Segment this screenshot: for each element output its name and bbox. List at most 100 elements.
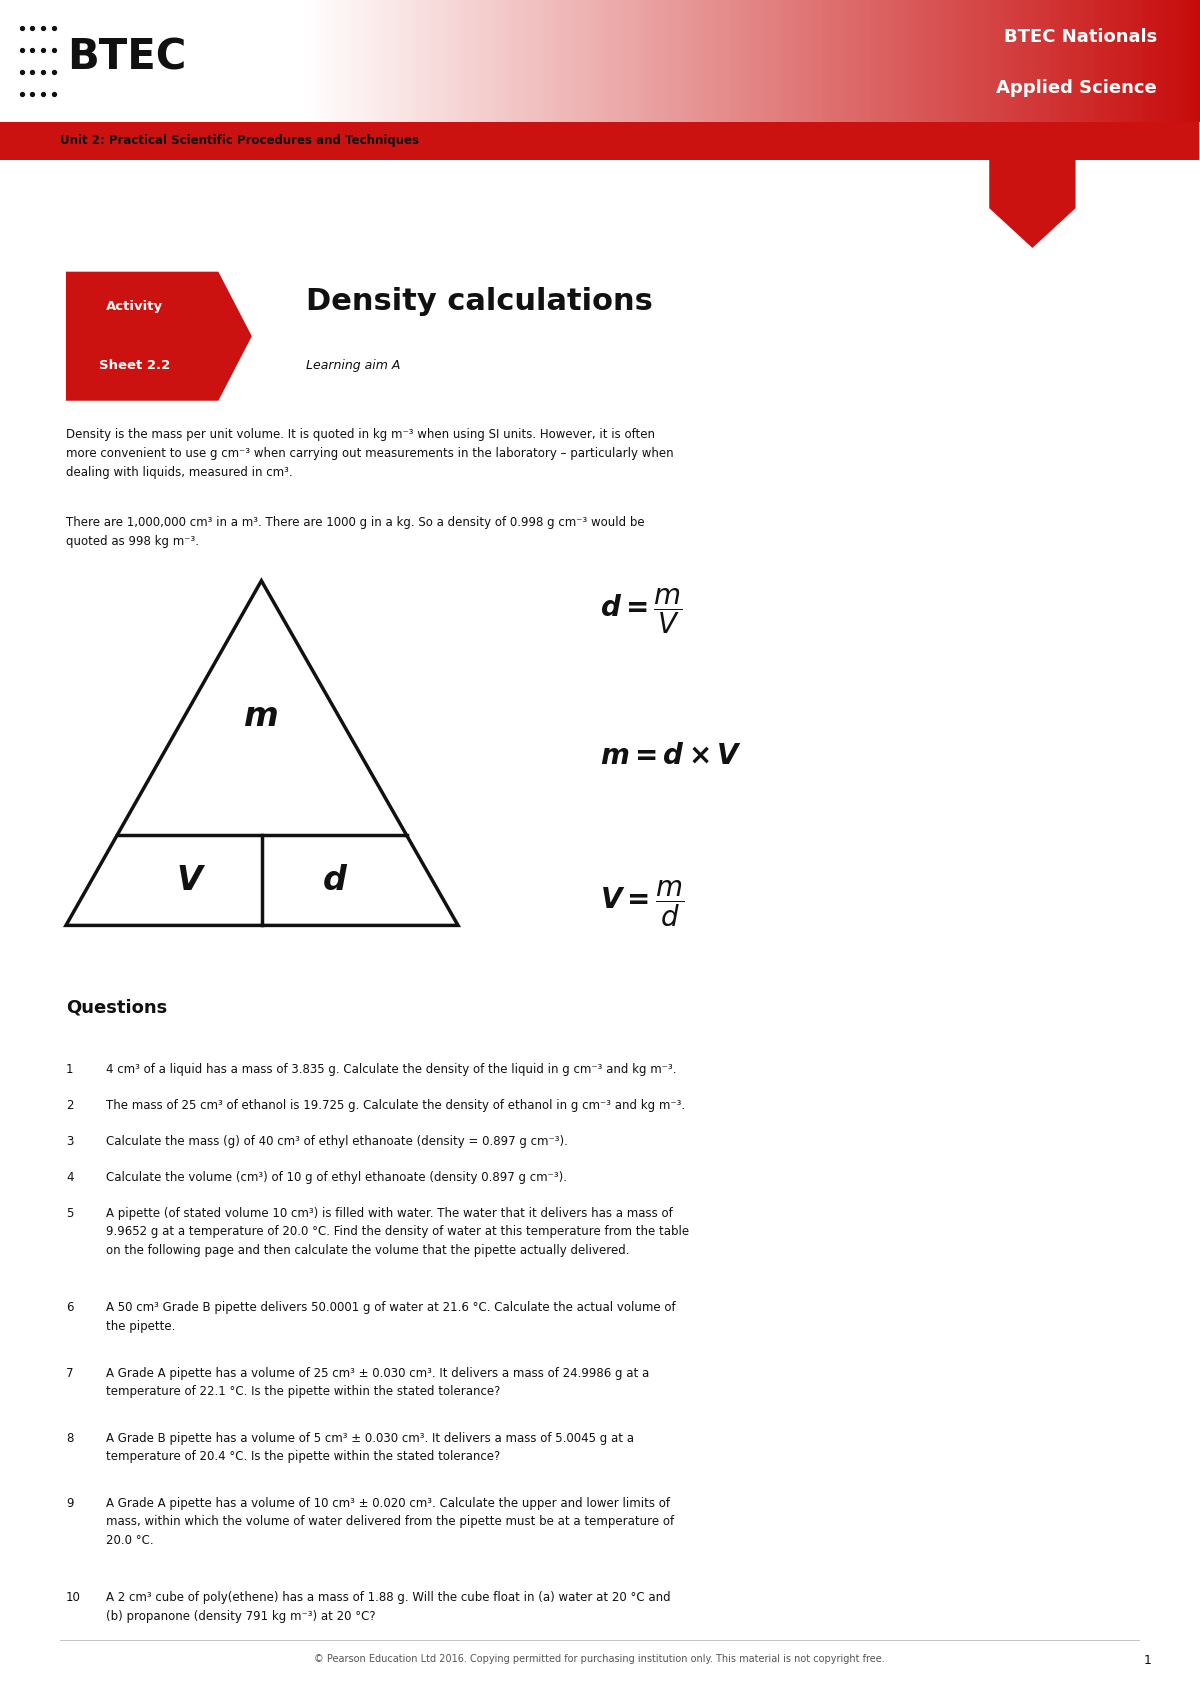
Bar: [124, 0, 130, 122]
Bar: [492, 0, 497, 122]
Bar: [360, 0, 365, 122]
Bar: [484, 0, 488, 122]
Text: Sheet 2.2: Sheet 2.2: [100, 360, 170, 372]
Bar: [12, 0, 17, 122]
Text: $\boldsymbol{m = d \times V}$: $\boldsymbol{m = d \times V}$: [600, 742, 742, 769]
Bar: [40, 0, 46, 122]
Bar: [1147, 0, 1152, 122]
Bar: [412, 0, 416, 122]
Bar: [168, 0, 173, 122]
Bar: [200, 0, 205, 122]
Bar: [971, 0, 977, 122]
Bar: [600, 0, 605, 122]
Bar: [224, 0, 229, 122]
Bar: [424, 0, 428, 122]
Bar: [259, 0, 265, 122]
Bar: [976, 0, 980, 122]
Bar: [480, 0, 485, 122]
Bar: [80, 0, 85, 122]
Bar: [1019, 0, 1025, 122]
Bar: [535, 0, 541, 122]
Text: 8: 8: [66, 1431, 73, 1445]
Bar: [460, 0, 464, 122]
Bar: [523, 0, 529, 122]
Bar: [132, 0, 137, 122]
Bar: [208, 0, 214, 122]
Bar: [1135, 0, 1140, 122]
Text: Density is the mass per unit volume. It is quoted in kg m⁻³ when using SI units.: Density is the mass per unit volume. It …: [66, 428, 673, 479]
Text: Unit 2: Practical Scientific Procedures and Techniques: Unit 2: Practical Scientific Procedures …: [60, 134, 419, 148]
Bar: [636, 0, 641, 122]
Bar: [72, 0, 77, 122]
Bar: [583, 0, 589, 122]
Bar: [943, 0, 948, 122]
Bar: [672, 0, 677, 122]
Text: © Pearson Education Ltd 2016. Copying permitted for purchasing institution only.: © Pearson Education Ltd 2016. Copying pe…: [314, 1654, 884, 1664]
Bar: [1171, 0, 1176, 122]
Bar: [967, 0, 972, 122]
Bar: [619, 0, 625, 122]
Bar: [595, 0, 601, 122]
Bar: [679, 0, 685, 122]
Bar: [439, 0, 445, 122]
Bar: [895, 0, 900, 122]
Bar: [643, 0, 649, 122]
Bar: [312, 0, 317, 122]
Bar: [388, 0, 392, 122]
Bar: [16, 0, 22, 122]
Bar: [451, 0, 457, 122]
Bar: [1103, 0, 1109, 122]
Bar: [268, 0, 272, 122]
Bar: [748, 0, 752, 122]
Bar: [331, 0, 337, 122]
Bar: [1087, 0, 1092, 122]
Bar: [496, 0, 500, 122]
Bar: [292, 0, 296, 122]
Bar: [100, 0, 106, 122]
Text: There are 1,000,000 cm³ in a m³. There are 1000 g in a kg. So a density of 0.998: There are 1,000,000 cm³ in a m³. There a…: [66, 516, 644, 548]
Bar: [355, 0, 361, 122]
Bar: [631, 0, 637, 122]
Bar: [367, 0, 373, 122]
Bar: [4, 0, 10, 122]
Bar: [1079, 0, 1085, 122]
Bar: [1007, 0, 1013, 122]
Bar: [988, 0, 992, 122]
Bar: [1067, 0, 1073, 122]
Bar: [952, 0, 956, 122]
Bar: [68, 0, 73, 122]
Bar: [136, 0, 142, 122]
Bar: [851, 0, 857, 122]
Text: m: m: [244, 700, 278, 734]
Bar: [827, 0, 833, 122]
Bar: [420, 0, 425, 122]
Text: 4 cm³ of a liquid has a mass of 3.835 g. Calculate the density of the liquid in : 4 cm³ of a liquid has a mass of 3.835 g.…: [106, 1063, 676, 1077]
Bar: [20, 0, 25, 122]
Bar: [264, 0, 269, 122]
Bar: [899, 0, 905, 122]
Bar: [324, 0, 329, 122]
Bar: [916, 0, 920, 122]
Bar: [148, 0, 154, 122]
Bar: [216, 0, 221, 122]
Bar: [1187, 0, 1193, 122]
Bar: [1027, 0, 1032, 122]
Bar: [1156, 0, 1160, 122]
Bar: [56, 0, 61, 122]
Bar: [559, 0, 565, 122]
Text: d: d: [323, 864, 347, 897]
Bar: [1072, 0, 1076, 122]
Bar: [1192, 0, 1196, 122]
Bar: [228, 0, 233, 122]
Bar: [475, 0, 481, 122]
Text: A Grade A pipette has a volume of 25 cm³ ± 0.030 cm³. It delivers a mass of 24.9: A Grade A pipette has a volume of 25 cm³…: [106, 1367, 649, 1397]
Bar: [724, 0, 728, 122]
Text: 10: 10: [66, 1591, 80, 1605]
Bar: [1048, 0, 1052, 122]
Bar: [88, 0, 94, 122]
Bar: [904, 0, 908, 122]
Bar: [528, 0, 533, 122]
Bar: [192, 0, 197, 122]
Bar: [340, 0, 344, 122]
Bar: [316, 0, 320, 122]
